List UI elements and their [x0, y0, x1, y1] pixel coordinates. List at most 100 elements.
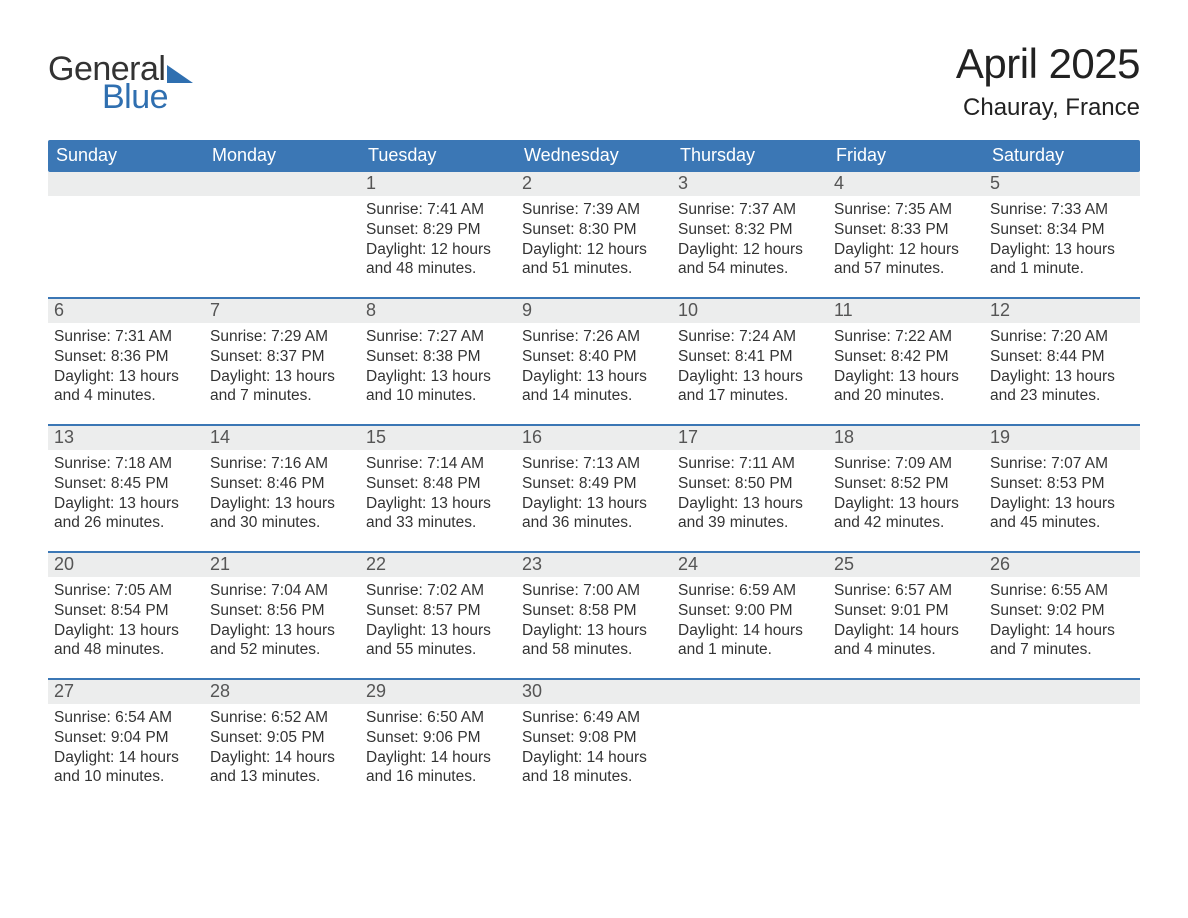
daylight-text: Daylight: 12 hours and 48 minutes.	[366, 240, 510, 280]
sunset-text: Sunset: 8:44 PM	[990, 347, 1134, 367]
sunset-text: Sunset: 8:57 PM	[366, 601, 510, 621]
cell-body: Sunrise: 7:04 AMSunset: 8:56 PMDaylight:…	[204, 577, 360, 666]
calendar-cell: 11Sunrise: 7:22 AMSunset: 8:42 PMDayligh…	[828, 299, 984, 421]
sunrise-text: Sunrise: 7:27 AM	[366, 327, 510, 347]
sunrise-text: Sunrise: 7:09 AM	[834, 454, 978, 474]
sunset-text: Sunset: 9:06 PM	[366, 728, 510, 748]
title-month: April 2025	[956, 40, 1140, 88]
dayname-saturday: Saturday	[984, 140, 1140, 172]
sunset-text: Sunset: 9:04 PM	[54, 728, 198, 748]
sunrise-text: Sunrise: 7:22 AM	[834, 327, 978, 347]
day-number: 7	[204, 299, 360, 323]
sunrise-text: Sunrise: 6:50 AM	[366, 708, 510, 728]
calendar-cell: 6Sunrise: 7:31 AMSunset: 8:36 PMDaylight…	[48, 299, 204, 421]
title-block: April 2025 Chauray, France	[956, 40, 1140, 122]
cell-body: Sunrise: 7:24 AMSunset: 8:41 PMDaylight:…	[672, 323, 828, 412]
daylight-text: Daylight: 13 hours and 58 minutes.	[522, 621, 666, 661]
cell-body: Sunrise: 7:20 AMSunset: 8:44 PMDaylight:…	[984, 323, 1140, 412]
calendar-cell: 7Sunrise: 7:29 AMSunset: 8:37 PMDaylight…	[204, 299, 360, 421]
cell-body: Sunrise: 7:22 AMSunset: 8:42 PMDaylight:…	[828, 323, 984, 412]
cell-body: Sunrise: 7:37 AMSunset: 8:32 PMDaylight:…	[672, 196, 828, 285]
sunrise-text: Sunrise: 6:54 AM	[54, 708, 198, 728]
cell-body: Sunrise: 7:05 AMSunset: 8:54 PMDaylight:…	[48, 577, 204, 666]
sunset-text: Sunset: 8:34 PM	[990, 220, 1134, 240]
daylight-text: Daylight: 13 hours and 55 minutes.	[366, 621, 510, 661]
sunrise-text: Sunrise: 6:57 AM	[834, 581, 978, 601]
cell-body: Sunrise: 7:16 AMSunset: 8:46 PMDaylight:…	[204, 450, 360, 539]
sunrise-text: Sunrise: 7:18 AM	[54, 454, 198, 474]
day-number: 29	[360, 680, 516, 704]
day-number: 18	[828, 426, 984, 450]
calendar-cell: 15Sunrise: 7:14 AMSunset: 8:48 PMDayligh…	[360, 426, 516, 548]
sunset-text: Sunset: 8:53 PM	[990, 474, 1134, 494]
daylight-text: Daylight: 13 hours and 39 minutes.	[678, 494, 822, 534]
sunrise-text: Sunrise: 7:02 AM	[366, 581, 510, 601]
sunset-text: Sunset: 9:08 PM	[522, 728, 666, 748]
day-number: 28	[204, 680, 360, 704]
sunrise-text: Sunrise: 7:13 AM	[522, 454, 666, 474]
calendar-cell: 22Sunrise: 7:02 AMSunset: 8:57 PMDayligh…	[360, 553, 516, 675]
day-number: 19	[984, 426, 1140, 450]
cell-body: Sunrise: 7:11 AMSunset: 8:50 PMDaylight:…	[672, 450, 828, 539]
day-number: 3	[672, 172, 828, 196]
cell-body: Sunrise: 7:35 AMSunset: 8:33 PMDaylight:…	[828, 196, 984, 285]
dayname-monday: Monday	[204, 140, 360, 172]
daylight-text: Daylight: 14 hours and 7 minutes.	[990, 621, 1134, 661]
sunset-text: Sunset: 9:01 PM	[834, 601, 978, 621]
day-number: 26	[984, 553, 1140, 577]
day-number: 8	[360, 299, 516, 323]
daylight-text: Daylight: 12 hours and 57 minutes.	[834, 240, 978, 280]
sunrise-text: Sunrise: 7:39 AM	[522, 200, 666, 220]
cell-body: Sunrise: 7:31 AMSunset: 8:36 PMDaylight:…	[48, 323, 204, 412]
dayname-friday: Friday	[828, 140, 984, 172]
daylight-text: Daylight: 13 hours and 52 minutes.	[210, 621, 354, 661]
title-location: Chauray, France	[956, 94, 1140, 122]
cell-body: Sunrise: 6:54 AMSunset: 9:04 PMDaylight:…	[48, 704, 204, 793]
cell-body: Sunrise: 6:50 AMSunset: 9:06 PMDaylight:…	[360, 704, 516, 793]
dayname-wednesday: Wednesday	[516, 140, 672, 172]
calendar-cell	[672, 680, 828, 802]
sunrise-text: Sunrise: 7:37 AM	[678, 200, 822, 220]
cell-body: Sunrise: 6:49 AMSunset: 9:08 PMDaylight:…	[516, 704, 672, 793]
calendar-cell: 30Sunrise: 6:49 AMSunset: 9:08 PMDayligh…	[516, 680, 672, 802]
daylight-text: Daylight: 13 hours and 36 minutes.	[522, 494, 666, 534]
calendar-cell: 12Sunrise: 7:20 AMSunset: 8:44 PMDayligh…	[984, 299, 1140, 421]
day-number	[48, 172, 204, 196]
sunset-text: Sunset: 8:36 PM	[54, 347, 198, 367]
weeks-container: 1Sunrise: 7:41 AMSunset: 8:29 PMDaylight…	[48, 172, 1140, 802]
cell-body: Sunrise: 7:27 AMSunset: 8:38 PMDaylight:…	[360, 323, 516, 412]
day-number: 20	[48, 553, 204, 577]
calendar-cell: 1Sunrise: 7:41 AMSunset: 8:29 PMDaylight…	[360, 172, 516, 294]
calendar-cell: 2Sunrise: 7:39 AMSunset: 8:30 PMDaylight…	[516, 172, 672, 294]
cell-body: Sunrise: 7:41 AMSunset: 8:29 PMDaylight:…	[360, 196, 516, 285]
daylight-text: Daylight: 14 hours and 10 minutes.	[54, 748, 198, 788]
calendar-cell: 4Sunrise: 7:35 AMSunset: 8:33 PMDaylight…	[828, 172, 984, 294]
day-number: 21	[204, 553, 360, 577]
day-number: 25	[828, 553, 984, 577]
day-number	[204, 172, 360, 196]
sunset-text: Sunset: 8:50 PM	[678, 474, 822, 494]
cell-body: Sunrise: 6:57 AMSunset: 9:01 PMDaylight:…	[828, 577, 984, 666]
daylight-text: Daylight: 14 hours and 18 minutes.	[522, 748, 666, 788]
daylight-text: Daylight: 13 hours and 10 minutes.	[366, 367, 510, 407]
daylight-text: Daylight: 13 hours and 42 minutes.	[834, 494, 978, 534]
calendar-cell: 5Sunrise: 7:33 AMSunset: 8:34 PMDaylight…	[984, 172, 1140, 294]
sunset-text: Sunset: 8:52 PM	[834, 474, 978, 494]
sunrise-text: Sunrise: 7:41 AM	[366, 200, 510, 220]
daylight-text: Daylight: 13 hours and 33 minutes.	[366, 494, 510, 534]
sunrise-text: Sunrise: 7:11 AM	[678, 454, 822, 474]
day-number: 24	[672, 553, 828, 577]
sunset-text: Sunset: 9:02 PM	[990, 601, 1134, 621]
sunrise-text: Sunrise: 7:35 AM	[834, 200, 978, 220]
daylight-text: Daylight: 13 hours and 1 minute.	[990, 240, 1134, 280]
day-number: 10	[672, 299, 828, 323]
cell-body: Sunrise: 7:39 AMSunset: 8:30 PMDaylight:…	[516, 196, 672, 285]
calendar-cell: 9Sunrise: 7:26 AMSunset: 8:40 PMDaylight…	[516, 299, 672, 421]
calendar-cell	[828, 680, 984, 802]
daylight-text: Daylight: 13 hours and 23 minutes.	[990, 367, 1134, 407]
daylight-text: Daylight: 13 hours and 45 minutes.	[990, 494, 1134, 534]
sunset-text: Sunset: 8:45 PM	[54, 474, 198, 494]
sunset-text: Sunset: 8:58 PM	[522, 601, 666, 621]
day-number: 23	[516, 553, 672, 577]
sunset-text: Sunset: 9:05 PM	[210, 728, 354, 748]
